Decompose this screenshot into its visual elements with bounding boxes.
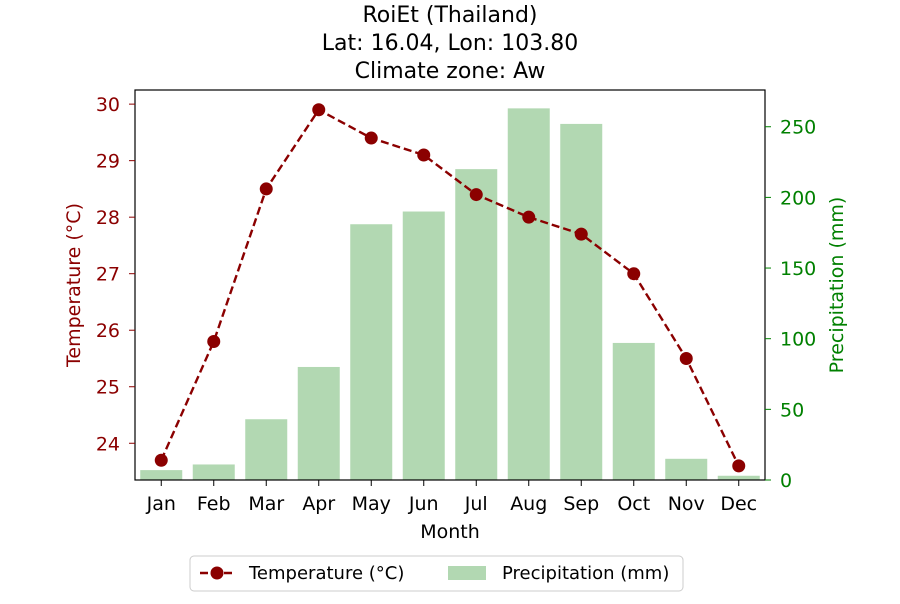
left-tick-label: 28	[96, 207, 120, 229]
temperature-point	[207, 335, 221, 349]
x-tick-label: Jul	[464, 493, 488, 515]
legend-temperature-label: Temperature (°C)	[248, 563, 404, 584]
legend-temperature-marker	[210, 566, 224, 580]
precipitation-bar	[560, 123, 603, 480]
precipitation-bar	[402, 211, 445, 480]
temperature-series-line	[160, 108, 740, 467]
title-line: RoiEt (Thailand)	[362, 3, 537, 28]
temperature-point	[364, 131, 378, 145]
temperature-point	[259, 182, 273, 196]
precipitation-bar	[297, 366, 340, 480]
left-tick-label: 24	[96, 433, 120, 455]
legend-precipitation-swatch	[448, 566, 486, 580]
precipitation-bar	[140, 470, 183, 480]
x-tick-label: Feb	[197, 493, 231, 515]
temperature-point	[732, 459, 746, 473]
precipitation-bar	[192, 464, 235, 480]
precipitation-bar	[717, 475, 760, 480]
temperature-point	[627, 267, 641, 281]
title-line: Climate zone: Aw	[355, 59, 546, 84]
legend: Temperature (°C) Precipitation (mm)	[189, 555, 684, 592]
right-axis-label: Precipitation (mm)	[826, 197, 848, 374]
left-axis-label: Temperature (°C)	[63, 203, 85, 368]
legend-precipitation-label: Precipitation (mm)	[502, 563, 669, 584]
precipitation-bar	[612, 342, 655, 480]
left-axis-ticks: 24 25 26 27 28 29 30	[96, 94, 135, 455]
x-tick-label: May	[352, 493, 391, 515]
right-tick-label: 0	[780, 470, 792, 492]
legend-box	[189, 555, 684, 592]
left-tick-label: 30	[96, 94, 120, 116]
left-tick-label: 26	[96, 320, 120, 342]
temperature-point	[679, 351, 693, 365]
x-tick-label: Mar	[248, 493, 284, 515]
x-tick-label: Jan	[146, 493, 176, 515]
left-tick-label: 29	[96, 151, 120, 173]
temperature-point	[469, 188, 483, 202]
precipitation-bar	[245, 419, 288, 480]
x-tick-label: Sep	[563, 493, 599, 515]
x-tick-label: Dec	[720, 493, 757, 515]
plot-frame	[134, 89, 766, 481]
temperature-line	[154, 103, 746, 473]
precipitation-bar	[350, 224, 393, 480]
x-tick-label: Aug	[510, 493, 547, 515]
precipitation-bar	[455, 169, 498, 480]
x-tick-label: Apr	[302, 493, 335, 515]
x-tick-label: Nov	[668, 493, 705, 515]
left-tick-label: 27	[96, 264, 120, 286]
chart-title: RoiEt (Thailand) Lat: 16.04, Lon: 103.80 C…	[322, 3, 578, 84]
temperature-point	[312, 103, 326, 117]
right-tick-label: 250	[780, 117, 816, 139]
x-tick-label: Jun	[408, 493, 439, 515]
title-line: Lat: 16.04, Lon: 103.80	[322, 31, 578, 56]
temperature-point	[574, 227, 588, 241]
x-axis-ticks: Jan Feb Mar Apr May Jun Jul Aug Sep Oct Nov Dec	[146, 480, 757, 515]
right-tick-label: 100	[780, 329, 816, 351]
right-tick-label: 200	[780, 187, 816, 209]
right-axis-ticks: 0 50 100 150 200 250	[765, 117, 816, 492]
temperature-point	[417, 148, 431, 162]
right-tick-label: 150	[780, 258, 816, 280]
precipitation-bars	[140, 108, 760, 481]
left-tick-label: 25	[96, 377, 120, 399]
right-tick-label: 50	[780, 399, 804, 421]
x-tick-label: Oct	[617, 493, 650, 515]
temperature-point	[522, 210, 536, 224]
x-axis-label: Month	[420, 521, 480, 543]
precipitation-bar	[665, 458, 708, 480]
temperature-point	[154, 453, 168, 467]
precipitation-bar	[507, 108, 550, 481]
